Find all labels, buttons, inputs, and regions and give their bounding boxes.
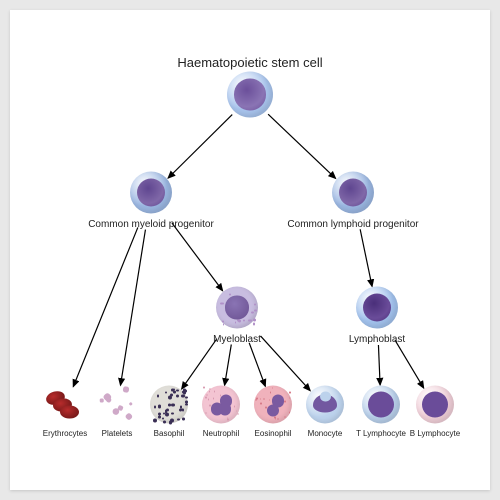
cell-graphic (362, 386, 400, 424)
label-eosinophil: Eosinophil (255, 429, 292, 438)
diagram-stage: Haematopoietic stem cell Common myeloid p… (35, 35, 465, 465)
edge-cmp-myeloblast (172, 223, 223, 291)
cell-graphic (306, 386, 344, 424)
edge-myeloblast-neutrophil (225, 345, 232, 386)
label-clp: Common lymphoid progenitor (287, 219, 418, 230)
label-basophil: Basophil (154, 429, 185, 438)
label-blymph: B Lymphocyte (410, 429, 460, 438)
cell-tlymph (362, 386, 400, 429)
cell-graphic (150, 386, 188, 424)
edge-lymphoblast-blymph (395, 340, 424, 388)
label-tlymph: T Lymphocyte (356, 429, 406, 438)
label-erythrocytes: Erythrocytes (43, 429, 87, 438)
cell-myeloblast (216, 287, 258, 334)
edge-myeloblast-eosinophil (249, 343, 265, 387)
edge-clp-lymphoblast (360, 229, 372, 286)
cell-graphic (46, 386, 84, 424)
edge-hsc-cmp (168, 115, 232, 179)
edge-myeloblast-monocyte (261, 336, 311, 391)
cell-graphic (332, 172, 374, 214)
cell-eosinophil (254, 386, 292, 429)
label-cmp: Common myeloid progenitor (88, 219, 214, 230)
cell-neutrophil (202, 386, 240, 429)
cell-platelets (98, 386, 136, 429)
cell-graphic (227, 72, 273, 118)
cell-monocyte (306, 386, 344, 429)
label-myeloblast: Myeloblast (213, 334, 261, 345)
label-platelets: Platelets (102, 429, 133, 438)
edge-myeloblast-basophil (182, 339, 217, 389)
cell-graphic (254, 386, 292, 424)
edge-cmp-platelets (120, 230, 145, 386)
cell-clp (332, 172, 374, 219)
cell-graphic (356, 287, 398, 329)
edge-cmp-erythrocytes (73, 227, 138, 386)
cell-graphic (98, 386, 136, 424)
label-monocyte: Monocyte (308, 429, 343, 438)
cell-graphic (216, 287, 258, 329)
cell-cmp (130, 172, 172, 219)
cell-graphic (130, 172, 172, 214)
cell-erythrocytes (46, 386, 84, 429)
cell-hsc (227, 72, 273, 123)
label-hsc: Haematopoietic stem cell (177, 55, 322, 70)
diagram-frame: Haematopoietic stem cell Common myeloid p… (10, 10, 490, 490)
label-lymphoblast: Lymphoblast (349, 334, 405, 345)
cell-lymphoblast (356, 287, 398, 334)
cell-graphic (416, 386, 454, 424)
cell-basophil (150, 386, 188, 429)
edge-lymphoblast-tlymph (378, 345, 380, 385)
cell-graphic (202, 386, 240, 424)
edge-hsc-clp (268, 114, 336, 178)
label-neutrophil: Neutrophil (203, 429, 239, 438)
cell-blymph (416, 386, 454, 429)
